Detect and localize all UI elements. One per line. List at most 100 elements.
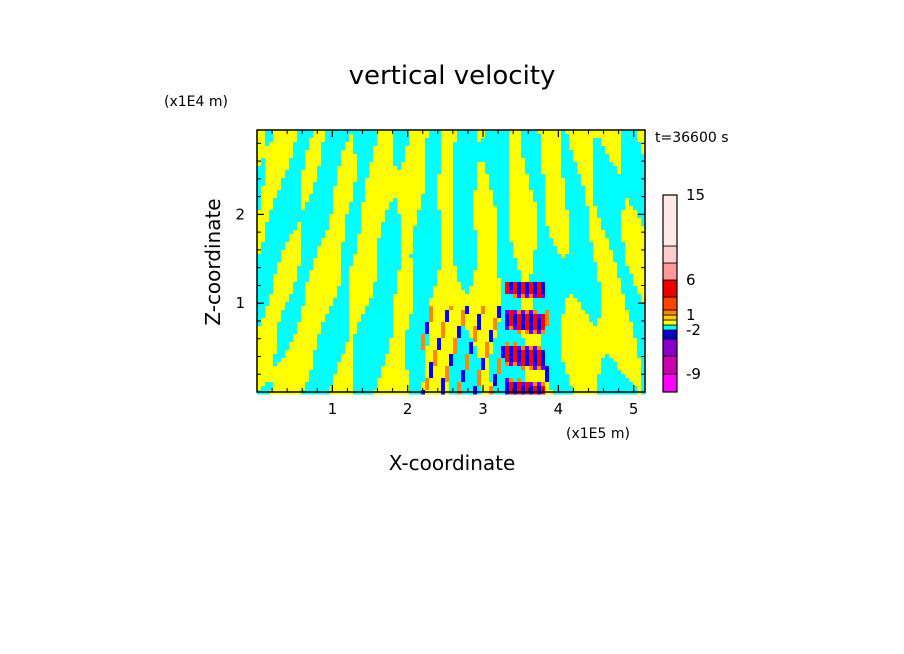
field-cell bbox=[381, 238, 386, 243]
field-cell bbox=[273, 334, 278, 339]
field-cell bbox=[445, 318, 450, 323]
field-cell bbox=[289, 302, 294, 307]
field-cell bbox=[557, 178, 562, 183]
field-cell bbox=[537, 378, 542, 383]
field-cell bbox=[269, 218, 274, 223]
field-cell bbox=[297, 370, 302, 375]
field-cell bbox=[549, 186, 554, 191]
field-cell bbox=[517, 362, 522, 367]
field-cell bbox=[553, 250, 558, 255]
field-cell bbox=[505, 382, 510, 387]
field-cell bbox=[365, 186, 370, 191]
field-cell bbox=[301, 142, 306, 147]
field-cell bbox=[341, 370, 346, 375]
field-cell bbox=[333, 270, 338, 275]
field-cell bbox=[337, 362, 342, 367]
field-cell bbox=[277, 258, 282, 263]
field-cell bbox=[417, 158, 422, 163]
field-cell bbox=[437, 290, 442, 295]
field-cell bbox=[513, 170, 518, 175]
field-cell bbox=[349, 338, 354, 343]
field-cell bbox=[541, 378, 546, 383]
field-cell bbox=[473, 310, 478, 315]
field-cell bbox=[297, 262, 302, 267]
field-cell bbox=[417, 278, 422, 283]
field-cell bbox=[449, 130, 454, 135]
field-cell bbox=[497, 154, 502, 159]
field-cell bbox=[361, 154, 366, 159]
field-cell bbox=[369, 146, 374, 151]
field-cell bbox=[377, 198, 382, 203]
field-cell bbox=[445, 222, 450, 227]
field-cell bbox=[413, 226, 418, 231]
field-cell bbox=[385, 374, 390, 379]
field-cell bbox=[401, 142, 406, 147]
field-cell bbox=[353, 322, 358, 327]
field-cell bbox=[341, 338, 346, 343]
field-cell bbox=[513, 310, 518, 315]
field-cell bbox=[337, 374, 342, 379]
field-cell bbox=[305, 386, 310, 391]
field-cell bbox=[433, 330, 438, 335]
field-cell bbox=[365, 266, 370, 271]
field-cell bbox=[457, 366, 462, 371]
field-cell bbox=[369, 158, 374, 163]
field-cell bbox=[417, 214, 422, 219]
field-cell bbox=[533, 342, 538, 347]
field-cell bbox=[361, 130, 366, 135]
field-cell bbox=[481, 154, 486, 159]
field-cell bbox=[369, 198, 374, 203]
field-cell bbox=[381, 166, 386, 171]
field-cell bbox=[469, 254, 474, 259]
field-cell bbox=[277, 210, 282, 215]
field-cell bbox=[329, 302, 334, 307]
field-cell bbox=[385, 310, 390, 315]
field-cell bbox=[285, 262, 290, 267]
field-cell bbox=[341, 182, 346, 187]
field-cell bbox=[481, 138, 486, 143]
field-cell bbox=[301, 306, 306, 311]
field-cell bbox=[321, 278, 326, 283]
field-cell bbox=[525, 242, 530, 247]
field-cell bbox=[337, 230, 342, 235]
field-cell bbox=[301, 302, 306, 307]
field-cell bbox=[477, 330, 482, 335]
field-cell bbox=[365, 338, 370, 343]
field-cell bbox=[405, 194, 410, 199]
field-cell bbox=[457, 330, 462, 335]
field-cell bbox=[477, 338, 482, 343]
field-cell bbox=[345, 302, 350, 307]
field-cell bbox=[453, 198, 458, 203]
field-cell bbox=[353, 338, 358, 343]
field-cell bbox=[361, 182, 366, 187]
field-cell bbox=[425, 314, 430, 319]
field-cell bbox=[341, 334, 346, 339]
field-cell bbox=[341, 206, 346, 211]
field-cell bbox=[269, 386, 274, 391]
field-cell bbox=[261, 354, 266, 359]
field-cell bbox=[381, 382, 386, 387]
field-cell bbox=[313, 222, 318, 227]
field-cell bbox=[469, 154, 474, 159]
field-cell bbox=[377, 274, 382, 279]
field-cell bbox=[257, 242, 262, 247]
field-cell bbox=[381, 242, 386, 247]
field-cell bbox=[389, 218, 394, 223]
field-cell bbox=[497, 290, 502, 295]
field-cell bbox=[449, 238, 454, 243]
field-cell bbox=[441, 334, 446, 339]
field-cell bbox=[393, 262, 398, 267]
field-cell bbox=[433, 362, 438, 367]
field-cell bbox=[397, 286, 402, 291]
field-cell bbox=[533, 266, 538, 271]
field-cell bbox=[449, 214, 454, 219]
field-cell bbox=[389, 242, 394, 247]
field-cell bbox=[549, 298, 554, 303]
field-cell bbox=[481, 298, 486, 303]
field-cell bbox=[357, 382, 362, 387]
field-cell bbox=[369, 374, 374, 379]
field-cell bbox=[261, 362, 266, 367]
field-cell bbox=[305, 314, 310, 319]
field-cell bbox=[513, 346, 518, 351]
field-cell bbox=[401, 370, 406, 375]
